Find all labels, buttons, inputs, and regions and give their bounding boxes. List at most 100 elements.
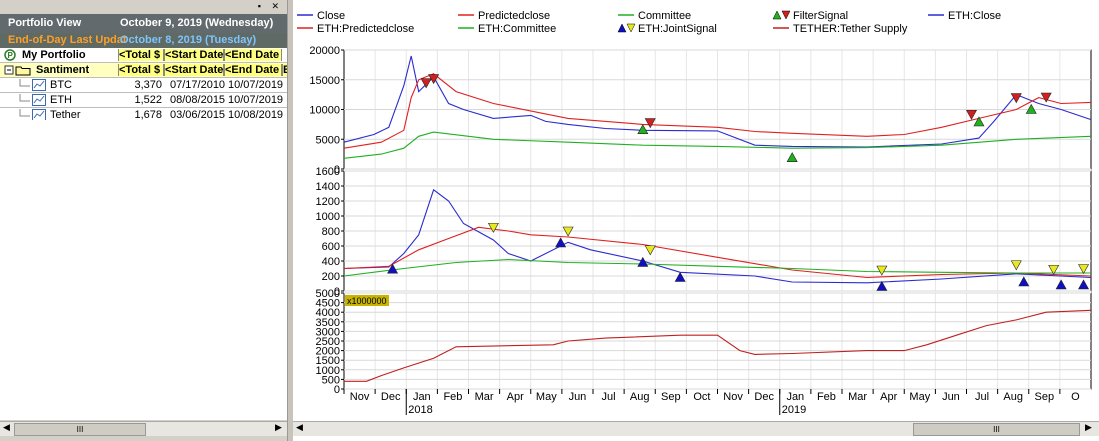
portfolio-col-start[interactable]: <Start Date: [164, 49, 224, 61]
x-tick-label: Jan: [786, 391, 804, 403]
legend-label: ETH:Close: [948, 10, 1001, 22]
eod-header: End-of-Day Last Updat October 8, 2019 (T…: [0, 33, 287, 48]
x-tick-label: Jan: [413, 391, 431, 403]
scroll-right-icon[interactable]: ▶: [275, 422, 282, 432]
legend-label: FilterSignal: [793, 10, 848, 22]
signal-marker: [786, 152, 798, 162]
x-tick-label: Jul: [975, 391, 989, 403]
signal-marker: [555, 237, 567, 248]
x-tick-label: Feb: [443, 391, 462, 403]
y-tick-label: 0: [334, 286, 340, 298]
y-tick-label: 400: [322, 256, 340, 268]
asset-end: 10/07/2019: [228, 79, 284, 91]
group-col-start[interactable]: <Start Date: [164, 64, 224, 76]
y-tick-label: 0: [334, 384, 340, 396]
y-tick-label: 15000: [309, 75, 340, 87]
x-tick-label: Jun: [942, 391, 960, 403]
y-tick-label: 1000: [316, 365, 340, 377]
legend-label: ETH:JointSignal: [638, 23, 717, 35]
y-tick-label: 5000: [316, 288, 340, 300]
y-tick-label: 1400: [316, 181, 340, 193]
signal-marker: [1040, 92, 1052, 103]
svg-text:P: P: [8, 51, 14, 60]
portfolio-col-total[interactable]: <Total $: [118, 49, 164, 61]
group-col-total[interactable]: <Total $: [118, 64, 164, 76]
y-tick-label: 1500: [316, 355, 340, 367]
series-line: [343, 131, 1092, 159]
portfolio-col-end[interactable]: <End Date: [224, 49, 282, 61]
y-tick-label: 4500: [316, 298, 340, 310]
x-tick-label: Aug: [630, 391, 650, 403]
y-tick-label: 600: [322, 241, 340, 253]
x-tick-label: May: [536, 391, 557, 403]
x-tick-label: Jun: [569, 391, 587, 403]
x-tick-label: Apr: [880, 391, 897, 403]
x-tick-label: Sep: [1035, 391, 1055, 403]
chart-horizontal-scrollbar[interactable]: ◀ III ▶: [293, 421, 1099, 436]
y-tick-label: 200: [322, 271, 340, 283]
signal-marker: [973, 116, 985, 127]
y-tick-label: 3000: [316, 326, 340, 338]
x-tick-label: Nov: [350, 391, 370, 403]
chart-area: Close Predictedclose Committee FilterSignal…: [293, 0, 1099, 441]
chart-scroll-right-icon[interactable]: ▶: [1085, 422, 1092, 432]
group-col-end[interactable]: <End Date: [224, 64, 282, 76]
asset-start: 07/17/2010: [170, 79, 226, 91]
legend-label: Committee: [638, 10, 691, 22]
left-horizontal-scrollbar[interactable]: ◀ III ▶: [0, 421, 287, 436]
asset-total: 1,678: [134, 109, 162, 121]
collapse-icon[interactable]: [4, 64, 32, 79]
signal-marker: [1010, 93, 1022, 104]
tree-line: [18, 109, 32, 126]
asset-total: 3,370: [134, 79, 162, 91]
portfolio-icon: P: [4, 49, 16, 64]
panel-window-buttons[interactable]: ▪ ✕: [257, 1, 283, 11]
signal-marker: [387, 263, 399, 274]
y-tick-label: 1200: [316, 196, 340, 208]
signal-marker: [637, 124, 649, 135]
triangle-up-icon: [772, 10, 782, 20]
group-row[interactable]: Santiment <Total $ <Start Date <End Date…: [0, 63, 289, 79]
chart-scroll-thumb[interactable]: III: [913, 423, 1080, 436]
asset-end: 10/08/2019: [228, 109, 284, 121]
signal-marker: [428, 74, 440, 85]
legend-label: ETH:Predictedclose: [317, 23, 414, 35]
table-row[interactable]: BTC 3,370 07/17/2010 10/07/2019: [0, 78, 287, 93]
x-tick-label: Nov: [723, 391, 743, 403]
triangle-down-icon: [781, 10, 791, 20]
scroll-left-icon[interactable]: ◀: [3, 422, 10, 432]
signal-marker: [876, 265, 888, 276]
tree-line: [18, 94, 32, 111]
signal-marker: [637, 256, 649, 267]
y-tick-label: 1000: [316, 211, 340, 223]
x-tick-label: Apr: [507, 391, 524, 403]
line-chart-icon: [32, 94, 46, 109]
asset-name: BTC: [50, 79, 72, 91]
y-tick-label: 800: [322, 226, 340, 238]
y-tick-label: 3500: [316, 317, 340, 329]
signal-marker: [674, 271, 686, 282]
table-row[interactable]: ETH 1,522 08/08/2015 10/07/2019: [0, 93, 287, 108]
x-tick-label: Dec: [381, 391, 401, 403]
scroll-thumb[interactable]: III: [14, 423, 146, 436]
series-line: [343, 55, 1092, 148]
eod-label: End-of-Day Last Updat: [8, 34, 127, 46]
panel-empty-area: [0, 120, 287, 420]
scale-badge-label: x1000000: [347, 296, 387, 306]
asset-name: Tether: [50, 109, 81, 121]
x-tick-label: O: [1071, 391, 1080, 403]
y-tick-label: 0: [334, 164, 340, 176]
tree-line: [18, 79, 32, 96]
portfolio-view-header: Portfolio View October 9, 2019 (Wednesda…: [0, 14, 287, 33]
x-tick-label: Sep: [661, 391, 681, 403]
asset-start: 03/06/2015: [170, 109, 226, 121]
portfolio-name: My Portfolio: [22, 49, 86, 61]
chart-scroll-left-icon[interactable]: ◀: [296, 422, 303, 432]
y-tick-label: 2500: [316, 336, 340, 348]
portfolio-row[interactable]: P My Portfolio <Total $ <Start Date <End…: [0, 48, 287, 63]
signal-marker: [644, 245, 656, 256]
series-line: [343, 188, 1092, 284]
y-tick-label: 5000: [316, 134, 340, 146]
legend-label: Close: [317, 10, 345, 22]
series-line: [343, 258, 1091, 277]
